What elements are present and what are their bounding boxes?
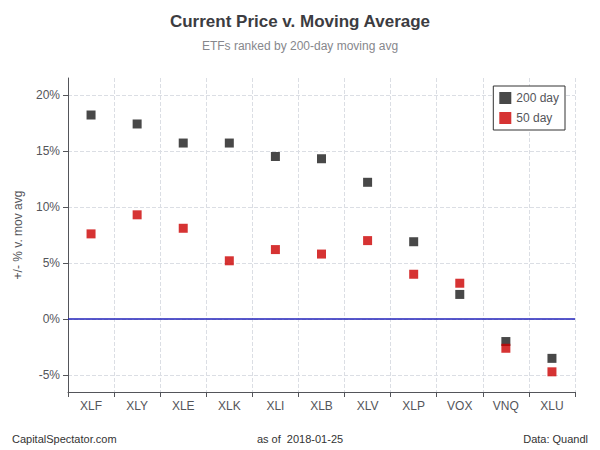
svg-text:XLP: XLP (402, 399, 425, 413)
svg-text:200 day: 200 day (516, 91, 559, 105)
svg-text:CapitalSpectator.com: CapitalSpectator.com (12, 433, 117, 445)
svg-text:VOX: VOX (447, 399, 472, 413)
svg-text:Data: Quandl: Data: Quandl (523, 433, 588, 445)
svg-text:XLY: XLY (126, 399, 148, 413)
svg-text:15%: 15% (36, 144, 60, 158)
svg-text:20%: 20% (36, 88, 60, 102)
svg-text:XLI: XLI (266, 399, 284, 413)
svg-text:5%: 5% (43, 256, 61, 270)
svg-text:VNQ: VNQ (493, 399, 519, 413)
svg-text:ETFs ranked by 200-day moving: ETFs ranked by 200-day moving avg (202, 39, 398, 53)
svg-text:+/- % v. mov avg: +/- % v. mov avg (11, 191, 25, 280)
svg-text:XLU: XLU (540, 399, 563, 413)
svg-text:XLV: XLV (357, 399, 379, 413)
svg-text:Current Price v. Moving Averag: Current Price v. Moving Average (170, 12, 430, 31)
svg-text:10%: 10% (36, 200, 60, 214)
svg-text:XLE: XLE (172, 399, 195, 413)
svg-text:0%: 0% (43, 312, 61, 326)
svg-text:XLB: XLB (310, 399, 333, 413)
svg-text:-5%: -5% (39, 368, 61, 382)
svg-text:50 day: 50 day (516, 111, 552, 125)
svg-text:XLK: XLK (218, 399, 241, 413)
svg-text:as of 2018-01-25: as of 2018-01-25 (257, 433, 343, 445)
svg-text:XLF: XLF (80, 399, 102, 413)
